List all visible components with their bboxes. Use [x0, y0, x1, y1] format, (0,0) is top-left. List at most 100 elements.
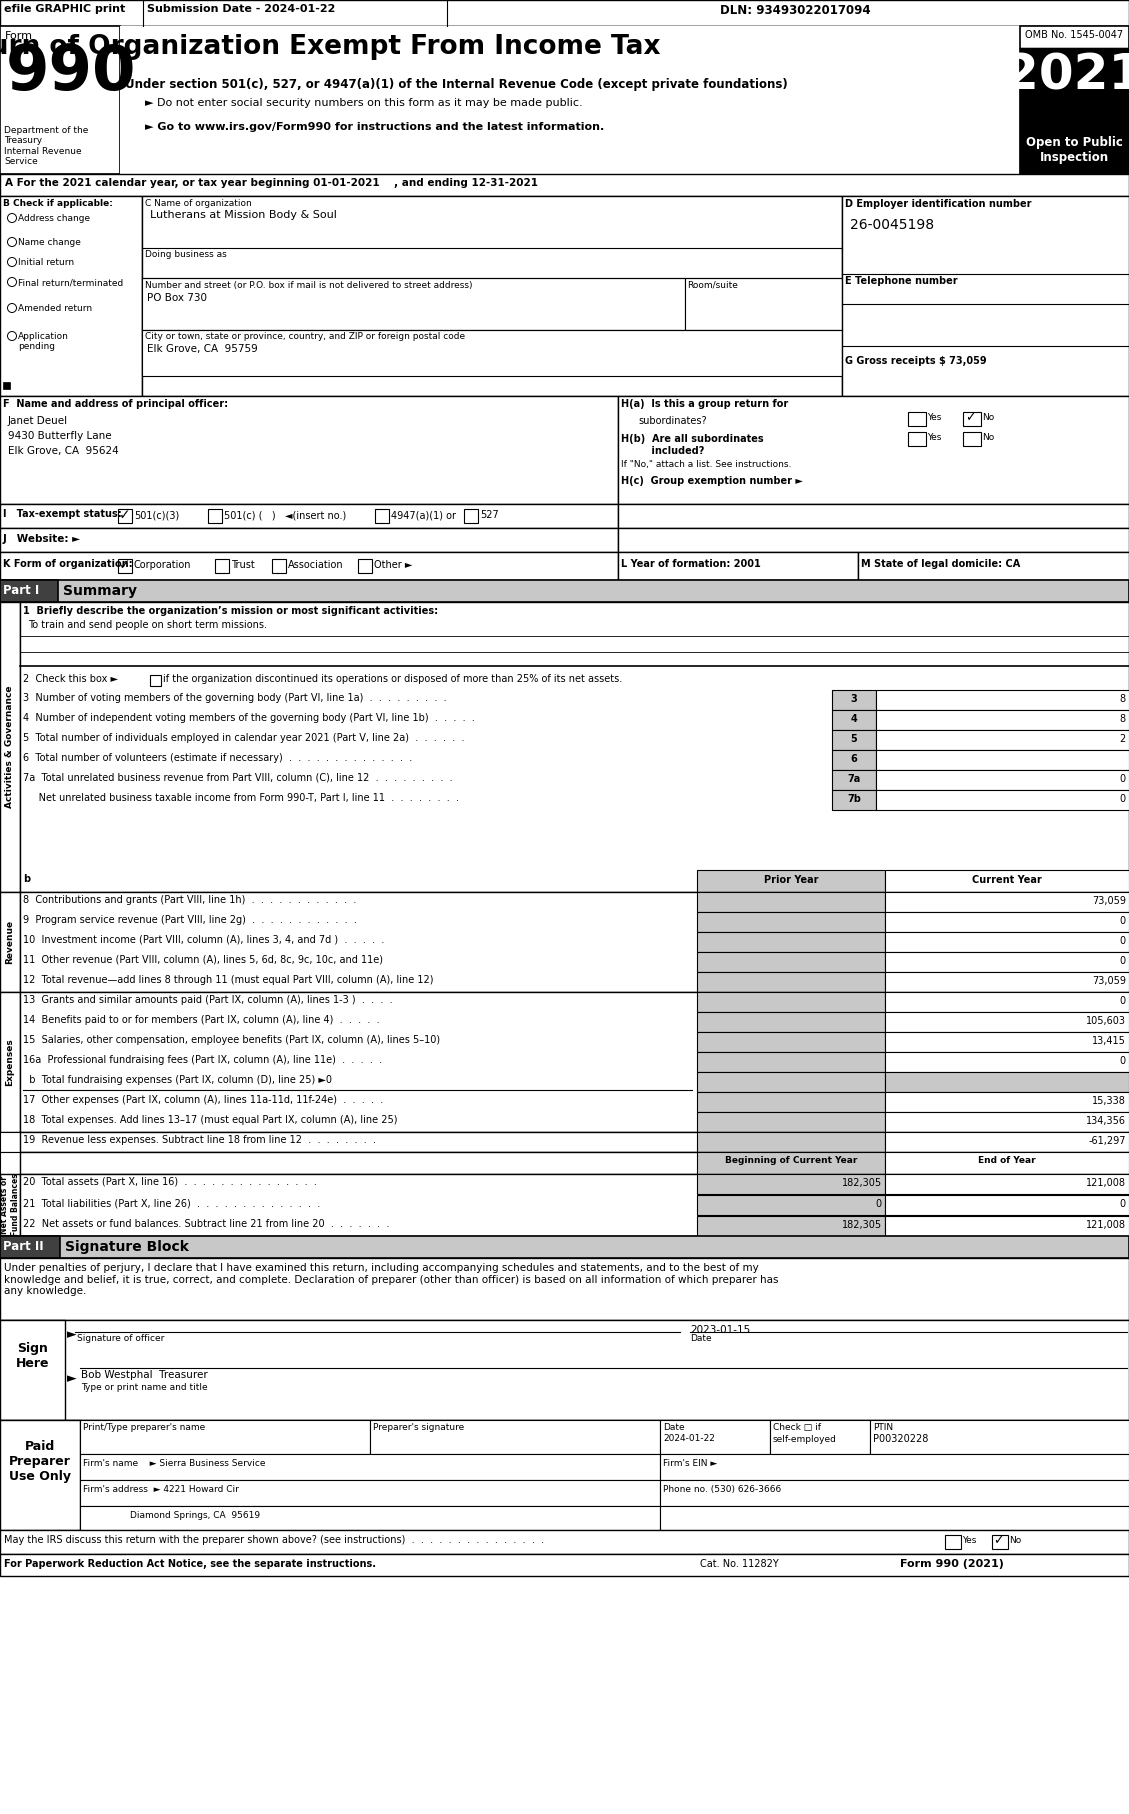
Bar [885, 932, 1129, 952]
Text: F  Name and address of principal officer:: F Name and address of principal officer: [3, 399, 228, 408]
Bar [697, 1012, 885, 1032]
Bar [697, 912, 885, 932]
Text: Part II: Part II [3, 1241, 44, 1253]
Bar [908, 432, 926, 446]
Bar [20, 992, 1129, 1132]
Text: 73,059: 73,059 [1092, 976, 1126, 987]
Text: Revenue: Revenue [6, 920, 15, 963]
Bar [3, 383, 10, 388]
Text: ► Do not enter social security numbers on this form as it may be made public.: ► Do not enter social security numbers o… [145, 98, 583, 109]
Bar [885, 1112, 1129, 1132]
Text: 0: 0 [1120, 1056, 1126, 1067]
Text: efile GRAPHIC print: efile GRAPHIC print [5, 4, 125, 15]
Text: 2021: 2021 [1005, 51, 1129, 100]
Bar [20, 1132, 1129, 1152]
Bar [832, 729, 876, 749]
Bar [963, 432, 981, 446]
Bar [876, 729, 1129, 749]
Text: 8: 8 [1120, 695, 1126, 704]
Text: Under section 501(c), 527, or 4947(a)(1) of the Internal Revenue Code (except pr: Under section 501(c), 527, or 4947(a)(1)… [125, 78, 788, 91]
Text: E Telephone number: E Telephone number [844, 276, 957, 287]
Text: DLN: 93493022017094: DLN: 93493022017094 [720, 4, 870, 16]
Text: H(a)  Is this a group return for: H(a) Is this a group return for [621, 399, 788, 408]
Bar [0, 1321, 1129, 1420]
Text: 0: 0 [1120, 1199, 1126, 1208]
Text: 2  Check this box ►: 2 Check this box ► [23, 675, 119, 684]
Bar [697, 892, 885, 912]
Bar [697, 1092, 885, 1112]
Bar [685, 278, 842, 330]
Text: L Year of formation: 2001: L Year of formation: 2001 [621, 559, 761, 570]
Text: Firm's EIN ►: Firm's EIN ► [663, 1458, 717, 1468]
Bar [1019, 47, 1129, 129]
Text: 5: 5 [850, 735, 857, 744]
Bar [832, 791, 876, 811]
Bar [0, 580, 1129, 602]
Text: 182,305: 182,305 [842, 1177, 882, 1188]
Text: Amended return: Amended return [18, 305, 93, 314]
Text: PO Box 730: PO Box 730 [147, 294, 207, 303]
Text: Doing business as: Doing business as [145, 250, 227, 259]
Bar [0, 1420, 80, 1529]
Bar [208, 510, 222, 522]
Text: I   Tax-exempt status:: I Tax-exempt status: [3, 510, 122, 519]
Bar [272, 559, 286, 573]
Text: Yes: Yes [927, 414, 942, 423]
Text: 8: 8 [1120, 715, 1126, 724]
Text: Net unrelated business taxable income from Form 990-T, Part I, line 11  .  .  . : Net unrelated business taxable income fr… [23, 793, 460, 804]
Text: subordinates?: subordinates? [638, 415, 707, 426]
Text: D Employer identification number: D Employer identification number [844, 200, 1032, 209]
Bar [697, 1195, 885, 1215]
Bar [697, 1032, 885, 1052]
Bar [142, 278, 685, 330]
Bar [0, 1152, 20, 1174]
Circle shape [8, 303, 17, 312]
Text: -61,297: -61,297 [1088, 1136, 1126, 1146]
Text: ✓: ✓ [119, 508, 131, 522]
Bar [908, 412, 926, 426]
Text: 19  Revenue less expenses. Subtract line 18 from line 12  .  .  .  .  .  .  .  .: 19 Revenue less expenses. Subtract line … [23, 1136, 376, 1145]
Bar [20, 602, 1129, 892]
Text: Return of Organization Exempt From Income Tax: Return of Organization Exempt From Incom… [0, 34, 660, 60]
Bar [885, 992, 1129, 1012]
Text: 12  Total revenue—add lines 8 through 11 (must equal Part VIII, column (A), line: 12 Total revenue—add lines 8 through 11 … [23, 974, 434, 985]
Bar [215, 559, 229, 573]
Bar [142, 196, 842, 395]
Text: Department of the
Treasury
Internal Revenue
Service: Department of the Treasury Internal Reve… [5, 125, 88, 167]
Text: For Paperwork Reduction Act Notice, see the separate instructions.: For Paperwork Reduction Act Notice, see … [5, 1558, 376, 1569]
Bar [80, 1506, 660, 1529]
Text: 0: 0 [1120, 916, 1126, 925]
Text: Under penalties of perjury, I declare that I have examined this return, includin: Under penalties of perjury, I declare th… [5, 1263, 779, 1297]
Bar [0, 395, 618, 504]
Text: 4947(a)(1) or: 4947(a)(1) or [391, 510, 456, 521]
Text: 9  Program service revenue (Part VIII, line 2g)  .  .  .  .  .  .  .  .  .  .  .: 9 Program service revenue (Part VIII, li… [23, 914, 357, 925]
Text: 10  Investment income (Part VIII, column (A), lines 3, 4, and 7d )  .  .  .  .  : 10 Investment income (Part VIII, column … [23, 934, 384, 945]
Text: 14  Benefits paid to or for members (Part IX, column (A), line 4)  .  .  .  .  .: 14 Benefits paid to or for members (Part… [23, 1016, 379, 1025]
Text: 990: 990 [6, 44, 137, 103]
Text: if the organization discontinued its operations or disposed of more than 25% of : if the organization discontinued its ope… [163, 675, 622, 684]
Bar [963, 412, 981, 426]
Bar [832, 749, 876, 769]
Bar [0, 196, 142, 395]
Bar [618, 528, 1129, 551]
Bar [80, 1420, 370, 1455]
Text: Preparer's signature: Preparer's signature [373, 1422, 464, 1431]
Text: Part I: Part I [3, 584, 40, 597]
Text: ►: ► [67, 1371, 77, 1386]
Text: Other ►: Other ► [374, 561, 412, 570]
Bar [0, 0, 1129, 25]
Bar [697, 1112, 885, 1132]
Text: ✓: ✓ [965, 412, 975, 424]
Text: 15,338: 15,338 [1092, 1096, 1126, 1107]
Text: H(b)  Are all subordinates: H(b) Are all subordinates [621, 434, 763, 444]
Text: Phone no. (530) 626-3666: Phone no. (530) 626-3666 [663, 1486, 781, 1495]
Text: Net Assets or
Fund Balances: Net Assets or Fund Balances [0, 1174, 19, 1237]
Bar [375, 510, 390, 522]
Bar [832, 709, 876, 729]
Bar [0, 1174, 20, 1235]
Text: 527: 527 [480, 510, 499, 521]
Text: 3  Number of voting members of the governing body (Part VI, line 1a)  .  .  .  .: 3 Number of voting members of the govern… [23, 693, 447, 704]
Text: City or town, state or province, country, and ZIP or foreign postal code: City or town, state or province, country… [145, 332, 465, 341]
Bar [142, 330, 842, 375]
Text: 13,415: 13,415 [1092, 1036, 1126, 1047]
